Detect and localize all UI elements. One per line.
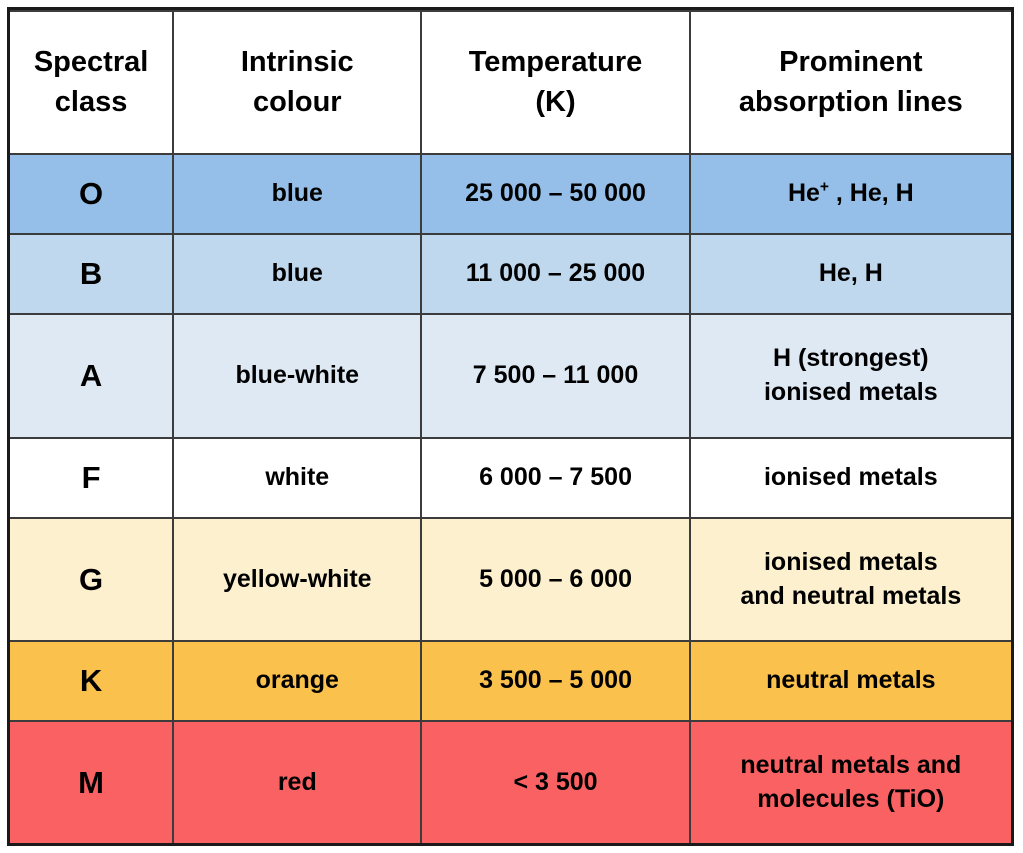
cell-temperature: 6 000 – 7 500 — [420, 436, 691, 519]
cell-absorption-lines: ionised metals and neutral metals — [688, 516, 1011, 643]
cell-absorption-lines-line2: and neutral metals — [740, 581, 962, 610]
cell-absorption-lines: neutral metals and molecules (TiO) — [688, 720, 1011, 843]
cell-spectral-class: F — [10, 436, 175, 519]
column-header-spectral-class-line2: class — [54, 85, 128, 118]
cell-absorption-lines-line2: ionised metals — [763, 378, 938, 407]
column-header-absorption-lines-line1: Prominent — [779, 46, 923, 79]
ionisation-superscript: + — [819, 178, 829, 196]
cell-intrinsic-colour: orange — [172, 640, 423, 723]
cell-temperature: 7 500 – 11 000 — [420, 313, 691, 439]
column-header-temperature-line2: (K) — [535, 85, 576, 118]
column-header-intrinsic-colour-line1: Intrinsic — [240, 46, 354, 79]
column-header-intrinsic-colour: Intrinsic colour — [172, 10, 423, 155]
cell-absorption-lines-line1: He+ , He, H — [787, 178, 914, 208]
cell-spectral-class: O — [10, 152, 175, 236]
column-header-absorption-lines: Prominent absorption lines — [688, 10, 1011, 155]
cell-absorption-lines-line1: neutral metals and — [740, 750, 962, 779]
column-header-spectral-class: Spectral class — [10, 10, 175, 155]
cell-temperature: 11 000 – 25 000 — [420, 233, 691, 316]
cell-temperature: < 3 500 — [420, 720, 691, 843]
column-header-spectral-class-line1: Spectral — [33, 46, 149, 79]
cell-absorption-lines: H (strongest) ionised metals — [688, 313, 1011, 439]
cell-intrinsic-colour: blue — [172, 233, 423, 316]
cell-temperature: 5 000 – 6 000 — [420, 516, 691, 643]
column-header-temperature: Temperature (K) — [420, 10, 691, 155]
column-header-temperature-line1: Temperature — [468, 46, 643, 79]
cell-spectral-class: K — [10, 640, 175, 723]
cell-absorption-lines-line1: neutral metals — [766, 666, 936, 695]
cell-absorption-lines: ionised metals — [688, 436, 1011, 519]
cell-absorption-lines-line1: H (strongest) — [773, 344, 929, 373]
cell-intrinsic-colour: white — [172, 436, 423, 519]
cell-temperature: 3 500 – 5 000 — [420, 640, 691, 723]
spectral-classification-table: Spectral class Intrinsic colour Temperat… — [10, 10, 1011, 843]
cell-spectral-class: B — [10, 233, 175, 316]
cell-temperature: 25 000 – 50 000 — [420, 152, 691, 236]
cell-absorption-lines: He+ , He, H — [688, 152, 1011, 236]
table-header: Spectral class Intrinsic colour Temperat… — [10, 10, 1011, 155]
cell-spectral-class: M — [10, 720, 175, 843]
cell-spectral-class: A — [10, 313, 175, 439]
cell-intrinsic-colour: red — [172, 720, 423, 843]
cell-absorption-lines-line1: He, H — [818, 259, 883, 288]
table-header-row: Spectral class Intrinsic colour Temperat… — [10, 10, 1011, 155]
column-header-intrinsic-colour-line2: colour — [252, 85, 342, 118]
cell-absorption-lines-line2: molecules (TiO) — [757, 784, 945, 813]
cell-absorption-lines: neutral metals — [688, 640, 1011, 723]
cell-absorption-lines: He, H — [688, 233, 1011, 316]
cell-intrinsic-colour: blue-white — [172, 313, 423, 439]
column-header-absorption-lines-line2: absorption lines — [738, 85, 963, 118]
spectral-classification-table-container: Spectral class Intrinsic colour Temperat… — [7, 7, 1014, 846]
cell-absorption-lines-line1: ionised metals — [763, 462, 938, 491]
cell-spectral-class: G — [10, 516, 175, 643]
cell-intrinsic-colour: blue — [172, 152, 423, 236]
cell-intrinsic-colour: yellow-white — [172, 516, 423, 643]
cell-absorption-lines-line1: ionised metals — [763, 547, 938, 576]
